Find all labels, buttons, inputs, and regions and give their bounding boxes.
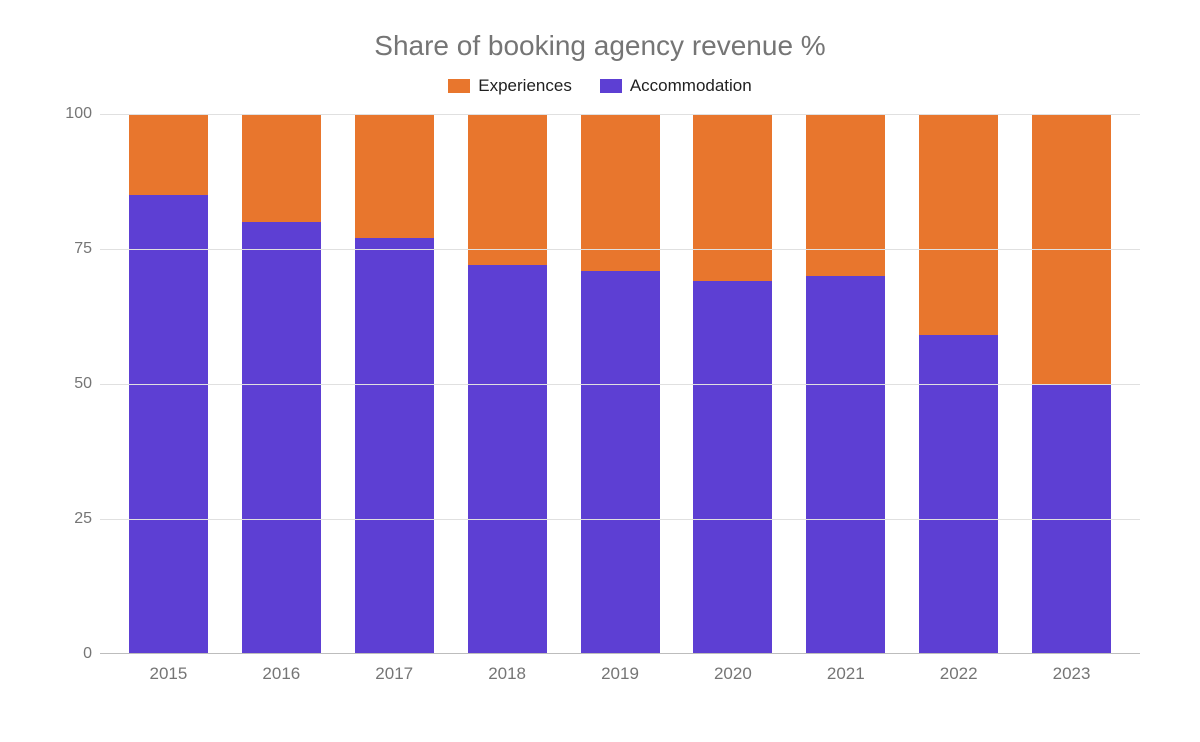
bar-segment-accommodation [242,222,321,654]
gridline [100,519,1140,520]
x-tick-label: 2017 [375,664,413,684]
gridline [100,114,1140,115]
y-tick-label: 25 [56,510,92,528]
bar-segment-experiences [355,114,434,238]
revenue-share-chart: Share of booking agency revenue % Experi… [0,0,1200,742]
legend-swatch-accommodation [600,79,622,93]
y-tick-label: 75 [56,240,92,258]
legend-item-accommodation: Accommodation [600,76,752,96]
x-tick-label: 2018 [488,664,526,684]
x-axis-baseline [100,653,1140,654]
x-tick-label: 2021 [827,664,865,684]
y-tick-label: 100 [56,105,92,123]
bar-segment-accommodation [693,281,772,654]
bar-segment-experiences [129,114,208,195]
plot-area: 201520162017201820192020202120222023 025… [100,114,1140,654]
legend-label-experiences: Experiences [478,76,572,96]
bar-segment-accommodation [806,276,885,654]
bar-segment-accommodation [468,265,547,654]
chart-title: Share of booking agency revenue % [40,30,1160,62]
y-tick-label: 50 [56,375,92,393]
x-tick-label: 2015 [150,664,188,684]
gridline [100,384,1140,385]
y-tick-label: 0 [56,645,92,663]
x-tick-label: 2020 [714,664,752,684]
legend-label-accommodation: Accommodation [630,76,752,96]
x-tick-label: 2023 [1053,664,1091,684]
bar-segment-experiences [806,114,885,276]
bar-segment-accommodation [129,195,208,654]
legend-swatch-experiences [448,79,470,93]
bar-segment-experiences [242,114,321,222]
bar-segment-experiences [919,114,998,335]
x-tick-label: 2022 [940,664,978,684]
x-tick-label: 2016 [262,664,300,684]
legend-item-experiences: Experiences [448,76,572,96]
bar-segment-experiences [468,114,547,265]
x-tick-label: 2019 [601,664,639,684]
bar-segment-accommodation [355,238,434,654]
gridline [100,249,1140,250]
chart-legend: Experiences Accommodation [40,76,1160,96]
bar-segment-experiences [581,114,660,271]
bar-segment-accommodation [581,271,660,654]
bar-segment-experiences [693,114,772,281]
